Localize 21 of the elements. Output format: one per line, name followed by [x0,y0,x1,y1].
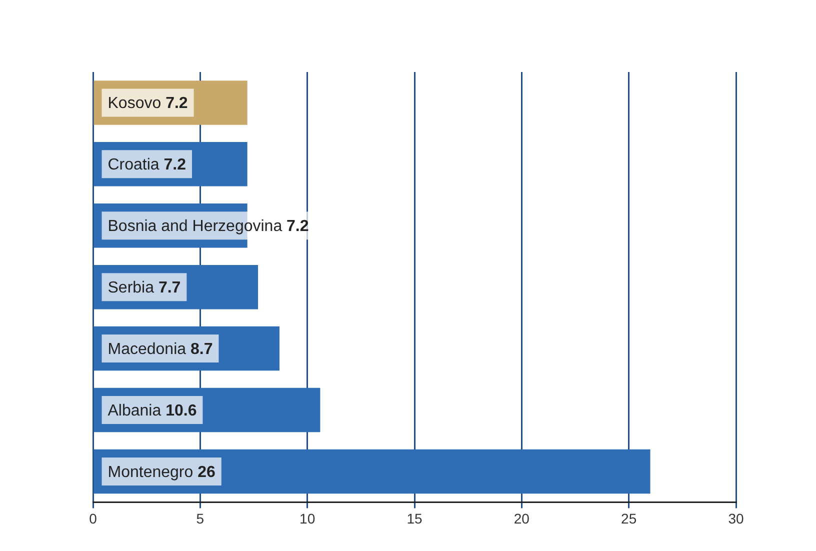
y-tick-label: Macedonia [108,340,190,358]
data-label: 7.7 [158,280,181,297]
x-tick-label: 25 [621,510,637,526]
y-tick-label: Montenegro [108,464,198,481]
data-label: 8.7 [190,340,213,358]
data-label: 10.6 [166,402,197,420]
data-label: 7.2 [166,95,188,112]
y-tick-label: Serbia [108,280,158,297]
x-tick-label: 10 [300,510,316,526]
x-tick-label: 5 [196,510,204,526]
y-tick-label: Croatia [108,156,164,174]
data-label: 26 [198,464,216,481]
x-tick-label: 15 [406,510,422,526]
data-label: 7.2 [286,218,309,236]
x-tick-label: 30 [728,510,744,526]
y-tick-label: Albania [108,402,166,420]
data-label: 7.2 [164,156,186,174]
x-tick-label: 20 [514,510,530,526]
y-tick-label: Bosnia and Herzegovina [108,218,287,236]
y-tick-label: Kosovo [108,95,166,112]
x-tick-label: 0 [89,510,98,526]
